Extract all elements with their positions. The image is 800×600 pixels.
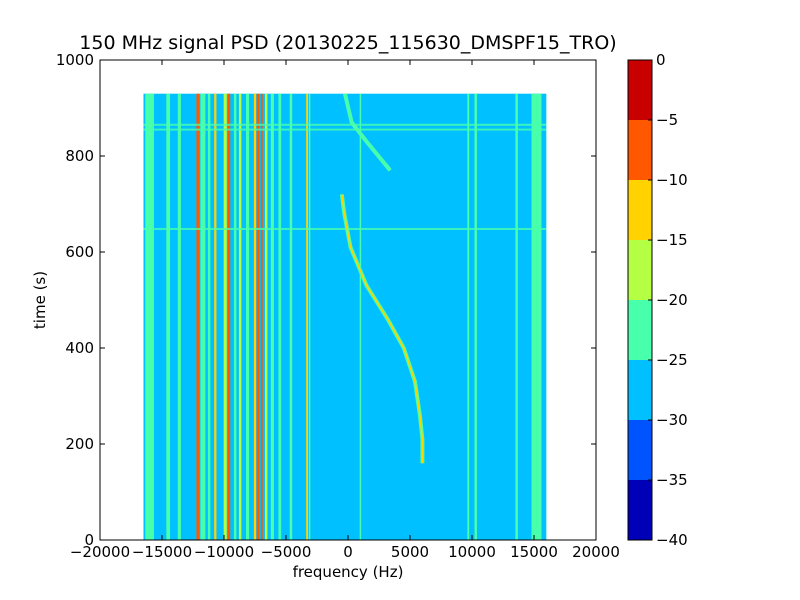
colorbar: 0 −5 −10 −15 −20 −25 −30 −35 −40 (627, 51, 688, 549)
colorbar-segment (628, 420, 652, 480)
x-tick-label: 10000 (448, 543, 496, 561)
y-axis-label: time (s) (31, 271, 49, 329)
colorbar-tick-label: −5 (656, 111, 678, 129)
frequency-stripe (256, 93, 260, 540)
y-tick-label: 1000 (56, 51, 94, 69)
y-tick-label: 800 (65, 147, 94, 165)
frequency-stripe (531, 93, 542, 540)
frequency-stripe (278, 93, 282, 540)
frequency-stripe (515, 93, 518, 540)
frequency-stripe (196, 93, 200, 540)
colorbar-tick-label: −35 (656, 471, 688, 489)
colorbar-segment (628, 360, 652, 420)
colorbar-segment (628, 300, 652, 360)
colorbar-tick-label: −20 (656, 291, 688, 309)
chart-title: 150 MHz signal PSD (20130225_115630_DMSP… (79, 32, 616, 54)
frequency-stripe (308, 93, 311, 540)
colorbar-segment (628, 120, 652, 180)
x-axis: −20000 −15000 −10000 −5000 0 5000 10000 15000 20… (70, 60, 620, 561)
frequency-stripe (207, 93, 211, 540)
x-tick-label: −10000 (194, 543, 254, 561)
x-tick-label: −15000 (132, 543, 192, 561)
time-band (143, 128, 547, 131)
colorbar-segment (628, 60, 652, 120)
time-band (143, 123, 547, 126)
x-tick-label: 0 (343, 543, 353, 561)
x-tick-label: 5000 (391, 543, 429, 561)
colorbar-tick-label: −15 (656, 231, 688, 249)
frequency-stripe (238, 93, 242, 540)
frequency-stripe (145, 93, 154, 540)
x-tick-label: 20000 (572, 543, 620, 561)
frequency-stripe (306, 93, 309, 540)
frequency-stripe (200, 93, 206, 540)
frequency-stripe (233, 93, 237, 540)
frequency-stripe (246, 93, 250, 540)
frequency-stripe (260, 93, 263, 540)
spectrogram-background (143, 93, 547, 540)
colorbar-tick-label: −30 (656, 411, 688, 429)
frequency-stripe (264, 93, 268, 540)
y-axis: 0 200 400 600 800 1000 (56, 51, 596, 549)
colorbar-tick-label: −25 (656, 351, 688, 369)
x-tick-label: −20000 (70, 543, 130, 561)
colorbar-tick-label: −40 (656, 531, 688, 549)
colorbar-segment (628, 480, 652, 540)
frequency-stripe (474, 93, 477, 540)
frequency-stripe (253, 93, 257, 540)
colorbar-segment (628, 180, 652, 240)
spectrogram (143, 93, 547, 540)
x-tick-label: 15000 (510, 543, 558, 561)
frequency-stripe (359, 93, 362, 540)
colorbar-segment (628, 240, 652, 300)
frequency-stripe (214, 93, 217, 540)
frequency-stripe (166, 93, 171, 540)
time-band (143, 227, 547, 230)
colorbar-tick-label: 0 (656, 51, 666, 69)
frequency-stripe (227, 93, 231, 540)
y-tick-label: 200 (65, 435, 94, 453)
colorbar-tick-label: −10 (656, 171, 688, 189)
y-tick-label: 0 (84, 531, 94, 549)
y-tick-label: 600 (65, 243, 94, 261)
frequency-stripe (467, 93, 470, 540)
frequency-stripe (289, 93, 293, 540)
y-tick-label: 400 (65, 339, 94, 357)
x-tick-label: −5000 (261, 543, 312, 561)
frequency-stripe (270, 93, 274, 540)
doppler-trace (341, 194, 424, 464)
x-axis-label: frequency (Hz) (293, 563, 404, 581)
frequency-stripe (223, 93, 227, 540)
frequency-stripe (177, 93, 181, 540)
doppler-trace (344, 93, 391, 171)
